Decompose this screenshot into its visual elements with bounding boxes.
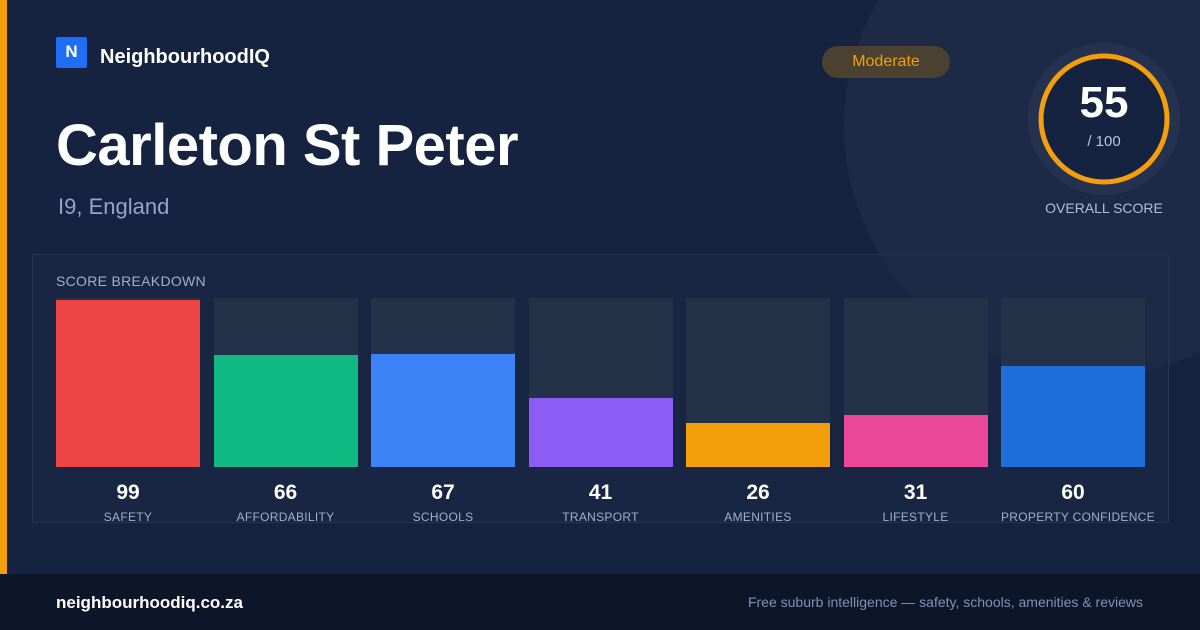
overall-score-max: / 100 (1087, 133, 1121, 150)
overall-score-label: OVERALL SCORE (1045, 200, 1163, 216)
accent-bar (0, 0, 7, 574)
score-bar-value: 99 (116, 481, 140, 504)
score-bar-label: LIFESTYLE (882, 510, 949, 524)
score-bar-affordability: 66 AFFORDABILITY (213, 298, 358, 524)
score-bar-track (371, 298, 515, 467)
score-bar-label: AFFORDABILITY (236, 510, 335, 524)
score-bar-value: 41 (588, 481, 613, 504)
footer-url-link[interactable]: neighbourhoodiq.co.za (56, 593, 243, 612)
score-bar-value: 31 (903, 481, 928, 504)
brand-name: NeighbourhoodIQ (100, 46, 270, 68)
score-bar-label: SAFETY (103, 510, 153, 524)
score-bar-fill (1001, 366, 1145, 467)
suburb-location: I9, England (58, 194, 170, 219)
score-bar-label: PROPERTY CONFIDENCE (1001, 510, 1155, 524)
footer-tagline: Free suburb intelligence — safety, schoo… (747, 594, 1143, 610)
score-bar-transport: 41 TRANSPORT (528, 298, 673, 524)
score-bar-property-confidence: 60 PROPERTY CONFIDENCE (1001, 298, 1155, 524)
footer: neighbourhoodiq.co.za Free suburb intell… (0, 574, 1200, 630)
score-bar-label: TRANSPORT (562, 510, 639, 524)
score-bar-track (843, 298, 988, 467)
score-bar-value: 66 (273, 481, 298, 504)
score-bar-label: SCHOOLS (412, 510, 474, 524)
score-bar-track (213, 298, 358, 467)
score-bar-schools: 67 SCHOOLS (371, 298, 515, 524)
score-breakdown-title: SCORE BREAKDOWN (56, 273, 206, 289)
score-bar-fill (686, 423, 830, 467)
rating-badge: Moderate (822, 46, 950, 78)
brand-logo-icon: N (56, 36, 87, 68)
score-bar-value: 67 (431, 481, 455, 504)
score-bar-fill (528, 398, 673, 467)
score-bar-safety: 99 SAFETY (56, 298, 200, 524)
score-bar-label: AMENITIES (724, 510, 792, 524)
score-breakdown-panel: SCORE BREAKDOWN 99 SAFETY 66 AFFORDABILITY 6… (32, 254, 1169, 524)
score-bar-value: 26 (746, 481, 770, 504)
overall-score-ring: 55 / 100 (1028, 43, 1180, 195)
score-bar-fill (371, 354, 515, 467)
score-bar-amenities: 26 AMENITIES (686, 298, 830, 524)
brand[interactable]: N NeighbourhoodIQ (56, 36, 270, 69)
score-ring-progress (1038, 53, 1170, 185)
hero-panel: N NeighbourhoodIQ Carleton St Peter I9, … (0, 0, 1180, 574)
score-bar-fill (843, 415, 988, 467)
score-bar-track (1001, 298, 1145, 467)
score-bar-fill (213, 355, 358, 467)
overall-score-value: 55 (1079, 78, 1129, 127)
score-bar-lifestyle: 31 LIFESTYLE (843, 298, 988, 524)
suburb-title: Carleton St Peter (56, 113, 519, 178)
score-bar-fill (56, 300, 200, 467)
score-bar-track (686, 298, 830, 467)
score-bar-track (56, 298, 200, 467)
score-bar-value: 60 (1061, 481, 1085, 504)
score-ring-svg (1028, 43, 1180, 195)
score-bar-track (528, 298, 673, 467)
